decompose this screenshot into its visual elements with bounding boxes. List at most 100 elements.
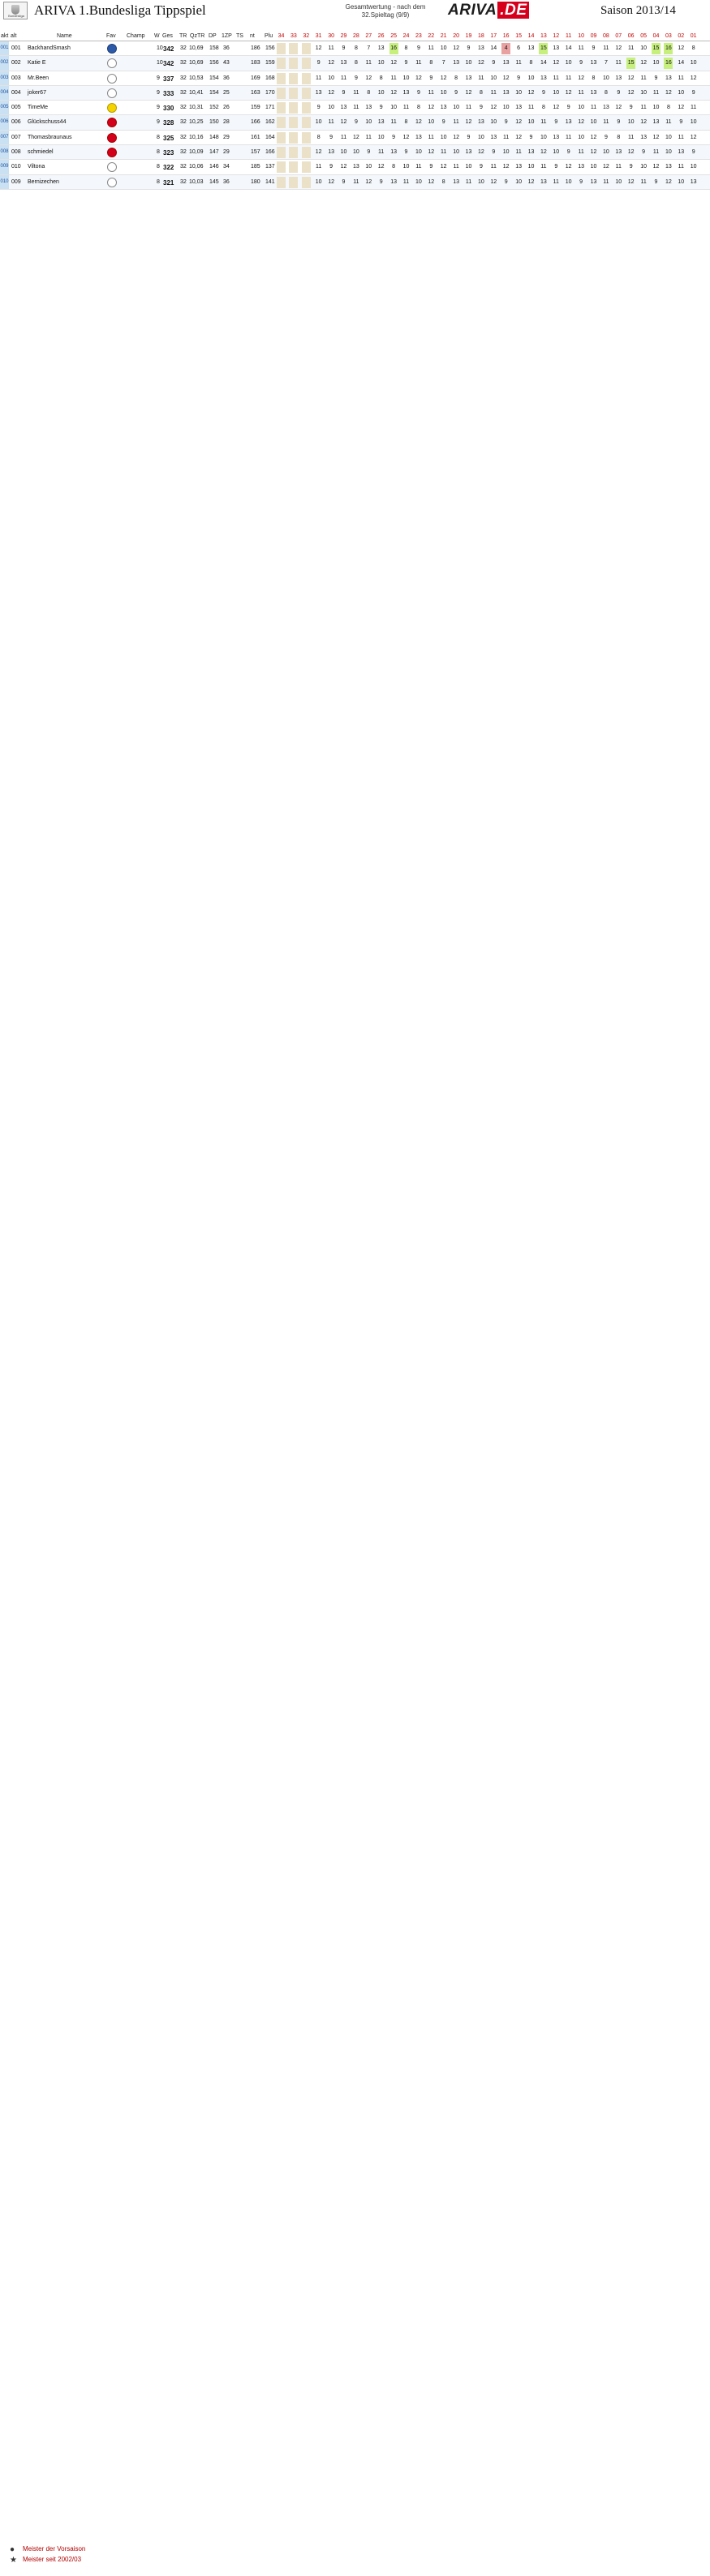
matchday-score-cell: 13	[390, 178, 397, 185]
table-row[interactable]: 010 009 Bernizechen 8 321 32 10,03 145 36 180 141 1…	[0, 174, 710, 190]
player-name[interactable]: Katie E	[28, 60, 46, 67]
matchday-score-cell	[301, 161, 311, 174]
matchday-score-cell: 12	[665, 89, 672, 96]
table-row[interactable]: 005 005 TimeMe 9 330 32 10,31 152 26 159 171 9 10 13 1…	[0, 101, 710, 116]
player-name[interactable]: joker67	[28, 89, 46, 96]
matchday-score-cell: 8	[666, 105, 670, 111]
matchday-score-cell: 10	[627, 119, 635, 126]
plus-cell: 168	[265, 75, 275, 81]
matchday-score-cell: 16	[664, 58, 673, 70]
matchday-score-cell: 13	[590, 178, 597, 185]
matchday-score-cell: 13	[377, 45, 385, 51]
col-dp: DP	[209, 33, 217, 39]
table-row[interactable]: 008 008 schmiedel 8 323 32 10,09 147 29 157 166 12 1…	[0, 145, 710, 161]
star-icon: ★	[10, 2556, 17, 2565]
table-row[interactable]: 007 007 Thomasbraunaus 8 325 32 10,16 148 29 161 1…	[0, 130, 710, 146]
matchday-score-cell	[277, 117, 286, 129]
table-row[interactable]: 001 001 BackhandSmash 10 342 32 10,69 158 36 186 1…	[0, 41, 710, 57]
matchday-score-cell: 8	[441, 178, 445, 185]
club-badge-icon	[107, 118, 117, 128]
club-badge-icon	[107, 132, 117, 143]
matchday-score-cell	[277, 176, 286, 188]
total-points: 323	[163, 149, 174, 157]
matchday-score-cell: 11	[390, 75, 397, 81]
nt-cell: 185	[251, 164, 260, 170]
matchday-header: 21	[440, 33, 447, 39]
player-name[interactable]: Glückschuss44	[28, 119, 67, 126]
player-name[interactable]: BackhandSmash	[28, 45, 71, 51]
previous-rank: 009	[11, 178, 21, 185]
matchday-score-cell: 9	[379, 178, 383, 185]
matchday-score-cell: 9	[416, 89, 420, 96]
wins-cell: 8	[157, 164, 160, 170]
matchday-score-cell: 11	[340, 75, 347, 81]
table-row[interactable]: 002 002 Katie E 10 342 32 10,69 156 43 183 159 9 12 1…	[0, 56, 710, 71]
matchday-score-cell: 16	[664, 43, 673, 54]
matchday-score-cell: 12	[640, 119, 647, 126]
one-point-cell: 26	[223, 105, 230, 111]
table-row[interactable]: 003 003 Mr.Been 9 337 32 10,53 154 36 169 168 11 10 1…	[0, 71, 710, 86]
total-points: 325	[163, 134, 174, 142]
matchday-score-cell: 12	[328, 60, 334, 67]
circle-badge-icon: ●	[10, 2545, 15, 2554]
matchday-score-cell: 12	[502, 164, 510, 170]
player-name[interactable]: Viltona	[28, 164, 45, 170]
matchday-score-cell: 11	[490, 89, 497, 96]
matchday-score-cell: 9	[467, 45, 471, 51]
matchday-header: 13	[540, 33, 547, 39]
matchday-score-cell: 9	[642, 149, 646, 156]
one-point-cell: 28	[223, 119, 230, 126]
player-name[interactable]: schmiedel	[28, 149, 54, 156]
matchday-score-cell: 11	[353, 178, 359, 185]
matchday-score-cell: 13	[352, 164, 359, 170]
plus-cell: 164	[265, 134, 275, 140]
player-name[interactable]: Mr.Been	[28, 75, 49, 81]
matchday-score-cell	[289, 161, 299, 174]
matchday-score-cell: 12	[377, 164, 385, 170]
matchday-score-cell: 12	[627, 178, 635, 185]
wins-cell: 8	[157, 149, 160, 156]
matchday-score-cell: 11	[378, 149, 385, 156]
player-name[interactable]: Bernizechen	[28, 178, 59, 185]
matchday-score-cell: 10	[328, 105, 334, 111]
page-title: ARIVA 1.Bundesliga Tippspiel	[34, 2, 206, 18]
matchday-score-cell: 9	[529, 134, 533, 140]
matchday-score-cell: 9	[579, 60, 583, 67]
plus-cell: 159	[265, 60, 275, 67]
matchday-score-cell: 11	[465, 105, 472, 111]
table-row[interactable]: 006 006 Glückschuss44 9 328 32 10,25 150 28 166 16…	[0, 115, 710, 131]
rank-cell: 009	[0, 160, 9, 174]
matchday-score-cell: 14	[540, 60, 547, 67]
player-name[interactable]: Thomasbraunaus	[28, 134, 72, 140]
col-ges: Ges	[162, 33, 173, 39]
tips-cell: 32	[180, 134, 187, 140]
matchday-score-cell	[301, 131, 311, 144]
matchday-score-cell: 10	[590, 119, 597, 126]
matchday-score-cell: 11	[453, 164, 459, 170]
tips-cell: 32	[180, 60, 187, 67]
player-name[interactable]: TimeMe	[28, 105, 49, 111]
matchday-score-cell	[277, 43, 286, 54]
matchday-score-cell: 10	[565, 60, 572, 67]
matchday-score-cell: 12	[652, 134, 660, 140]
table-row[interactable]: 009 010 Viltona 8 322 32 10,06 146 34 185 137 11 9 12…	[0, 160, 710, 175]
matchday-score-cell: 12	[340, 119, 347, 126]
rank-cell: 007	[0, 130, 9, 145]
matchday-score-cell: 12	[477, 149, 484, 156]
matchday-score-cell: 10	[315, 119, 322, 126]
matchday-score-cell: 9	[367, 149, 371, 156]
matchday-score-cell: 12	[502, 75, 510, 81]
matchday-header: 16	[502, 33, 510, 39]
matchday-score-cell: 8	[529, 60, 533, 67]
plus-cell: 171	[265, 105, 275, 111]
matchday-score-cell: 11	[415, 164, 422, 170]
matchday-score-cell: 12	[553, 105, 560, 111]
ariva-brand-logo[interactable]: ARIVA .DE	[448, 2, 552, 19]
matchday-score-cell: 12	[565, 89, 572, 96]
matchday-score-cell: 12	[465, 89, 472, 96]
matchday-score-cell: 11	[328, 45, 334, 51]
rank-cell: 002	[0, 56, 9, 71]
matchday-score-cell: 13	[553, 134, 560, 140]
standings-table: 001 001 BackhandSmash 10 342 32 10,69 158 36 186 1…	[0, 41, 710, 190]
table-row[interactable]: 004 004 joker67 9 333 32 10,41 154 25 163 170 13 12 9…	[0, 85, 710, 101]
